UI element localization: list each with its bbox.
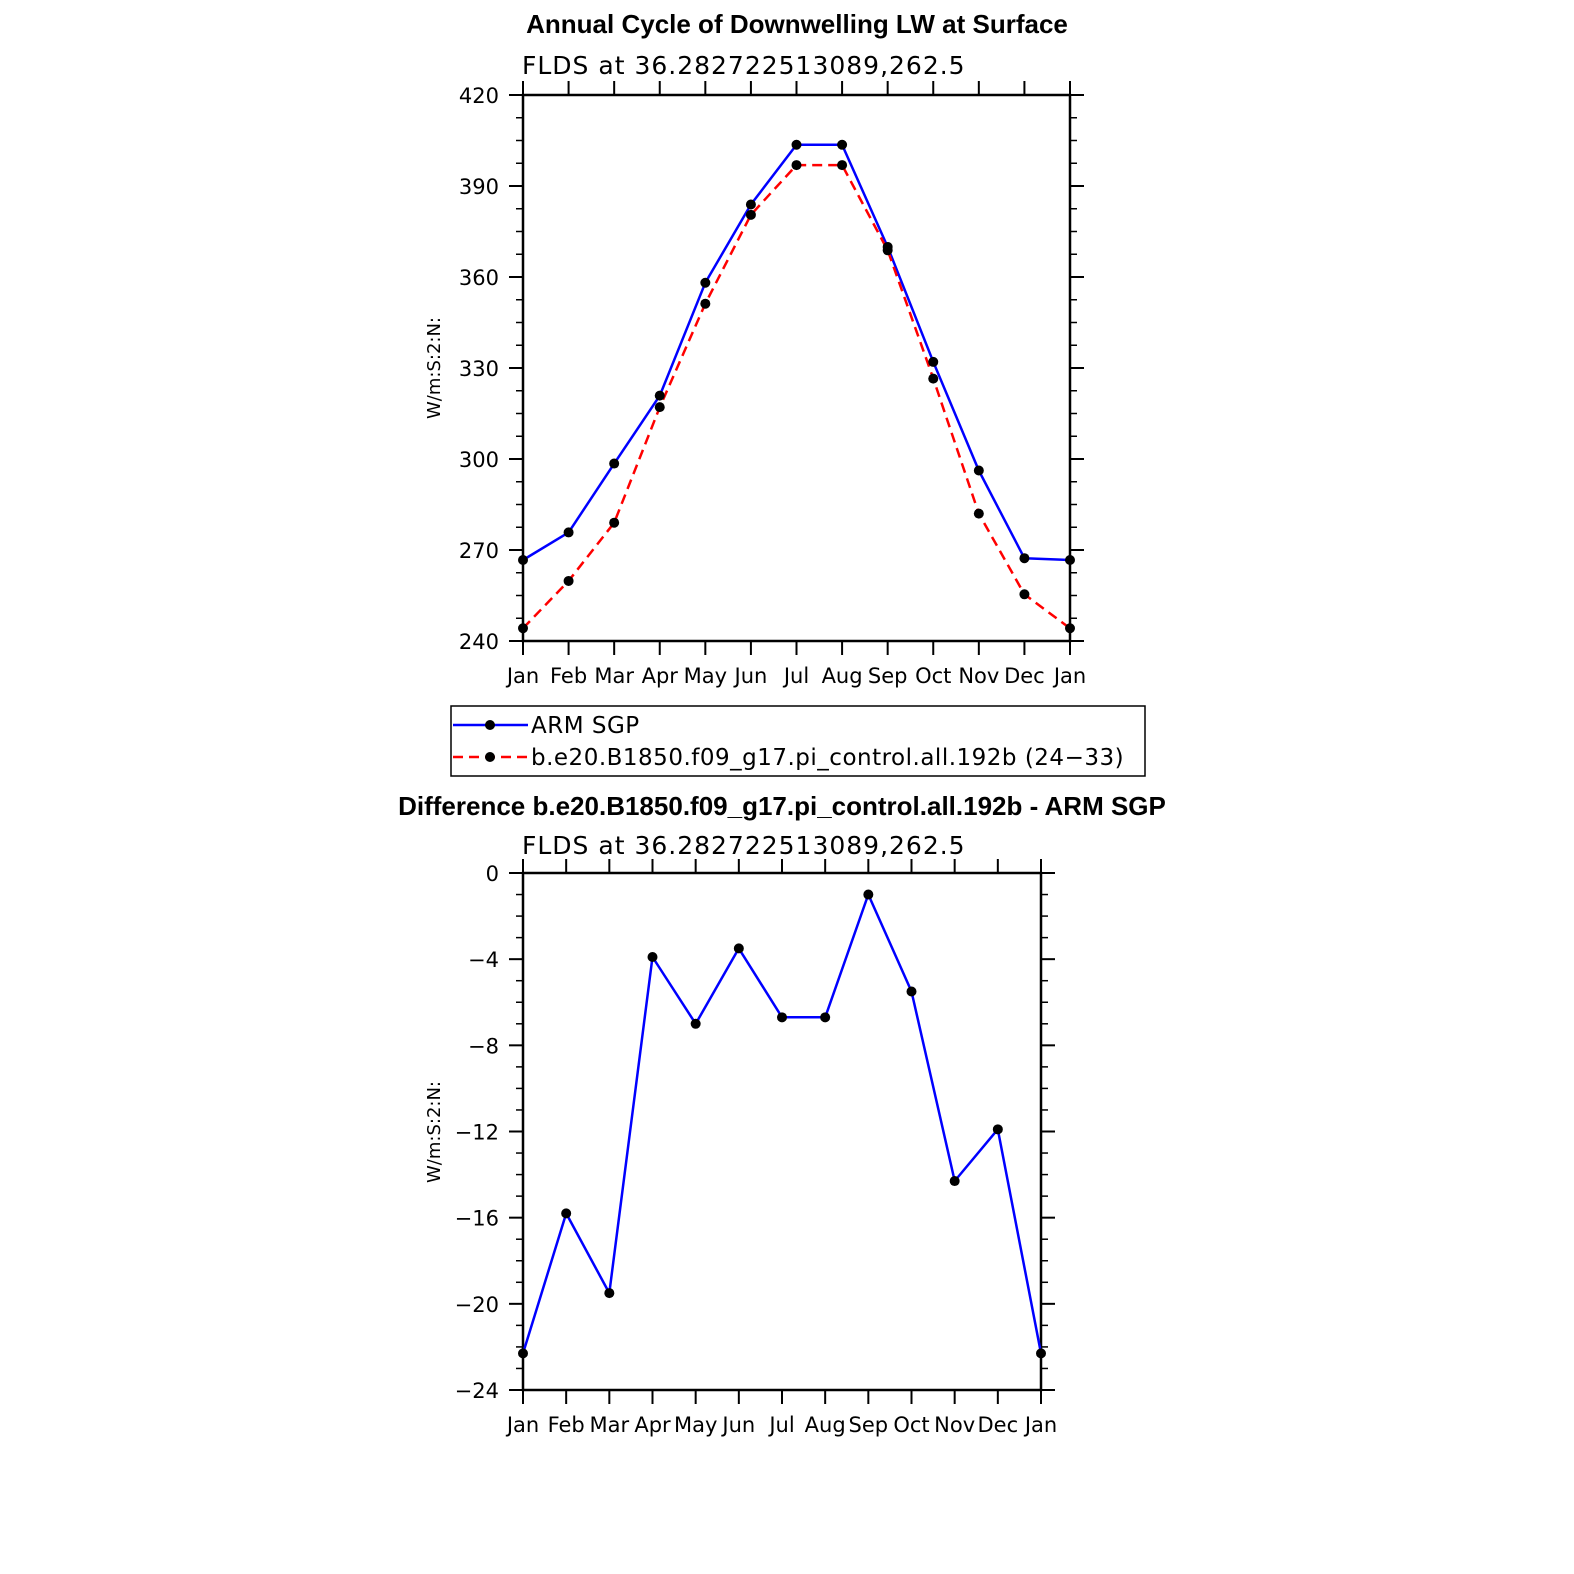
series-line-1 (521, 893, 1043, 1354)
series-2-point (1065, 623, 1075, 634)
panel1-subtitle: FLDS at 36.282722513089,262.5 (522, 51, 966, 80)
legend-arm-label: ARM SGP (531, 713, 640, 739)
series-2-point (654, 402, 665, 413)
x-tick-label: Jan (505, 1413, 539, 1437)
y-tick-label: 240 (459, 630, 499, 654)
series-1-point (609, 458, 620, 469)
series-2-point (928, 373, 939, 384)
series-2-point (563, 575, 574, 586)
x-tick-label: Jun (720, 1413, 755, 1437)
y-tick-label: 270 (459, 539, 499, 563)
series-1-point (837, 139, 848, 150)
panel1-title: Annual Cycle of Downwelling LW at Surfac… (526, 9, 1068, 39)
series-line-2 (522, 163, 1071, 630)
series-2-point (745, 209, 756, 220)
x-tick-label: Sep (849, 1413, 889, 1437)
x-tick-label: Oct (893, 1413, 929, 1437)
x-tick-label: Apr (634, 1413, 671, 1437)
y-tick-label: −4 (468, 948, 499, 972)
series-line-1 (522, 143, 1071, 562)
series-1-point (604, 1288, 615, 1299)
y-tick-label: 390 (459, 175, 499, 199)
x-tick-label: Jan (1052, 664, 1086, 688)
y-tick-label: −16 (455, 1207, 499, 1231)
series-2-point (791, 160, 802, 171)
annual-cycle-plot: Jan Feb Mar Apr May Jun Jul Aug Sep Oct Nov Dec Jan2… (459, 81, 1086, 688)
panel2-subtitle: FLDS at 36.282722513089,262.5 (522, 831, 966, 860)
x-tick-label: May (674, 1413, 717, 1437)
series-1-point (928, 356, 939, 367)
plot-frame (521, 871, 1043, 1392)
x-tick-label: Feb (550, 664, 587, 688)
x-tick-label: Oct (915, 664, 951, 688)
y-tick-label: 300 (459, 448, 499, 472)
x-tick-label: Apr (642, 664, 679, 688)
legend-model-label: b.e20.B1850.f09_g17.pi_control.all.192b … (531, 745, 1124, 771)
y-tick-label: 0 (486, 862, 499, 886)
y-tick-label: −24 (455, 1379, 499, 1403)
legend: ARM SGP b.e20.B1850.f09_g17.pi_control.a… (450, 705, 1146, 777)
y-tick-label: −12 (455, 1121, 499, 1145)
series-1-point (647, 952, 658, 963)
series-2-point (518, 623, 528, 634)
series-1-point (518, 555, 528, 566)
x-tick-label: Nov (958, 664, 999, 688)
x-tick-label: Mar (594, 664, 634, 688)
y-tick-label: 330 (459, 357, 499, 381)
series-2-point (973, 508, 984, 519)
x-tick-label: Mar (590, 1413, 630, 1437)
y-tick-label: 420 (459, 84, 499, 108)
series-1-point (745, 199, 756, 210)
series-1-point (518, 1348, 528, 1359)
series-1-point (777, 1012, 787, 1023)
series-1-point (906, 986, 917, 997)
series-1-point (791, 139, 802, 150)
x-tick-label: Aug (822, 664, 863, 688)
x-tick-label: Dec (978, 1413, 1019, 1437)
legend-arm-marker (485, 720, 495, 730)
series-1-point (973, 465, 984, 476)
series-1-point (820, 1012, 831, 1023)
legend-model-marker (485, 752, 495, 762)
series-2-point (837, 160, 848, 171)
series-1-point (992, 1124, 1003, 1135)
series-1-point (1036, 1348, 1046, 1359)
series-1-point (700, 277, 711, 288)
panel2-title: Difference b.e20.B1850.f09_g17.pi_contro… (398, 791, 1166, 821)
x-tick-label: Nov (934, 1413, 975, 1437)
series-1-point (949, 1176, 960, 1187)
x-tick-label: Jan (1023, 1413, 1057, 1437)
x-tick-label: Jan (505, 664, 539, 688)
series-1-point (654, 390, 665, 401)
panel2-ylabel: W/m:S:2:N: (424, 1081, 445, 1183)
series-2-point (700, 298, 711, 309)
x-tick-label: Jul (782, 664, 809, 688)
x-tick-label: May (684, 664, 727, 688)
x-tick-label: Aug (805, 1413, 846, 1437)
difference-plot: Jan Feb Mar Apr May Jun Jul Aug Sep Oct Nov Dec Jan−… (455, 859, 1057, 1437)
series-1-point (561, 1208, 572, 1219)
y-tick-label: −20 (455, 1293, 499, 1317)
y-tick-label: −8 (468, 1034, 499, 1058)
series-1-point (563, 527, 574, 538)
x-tick-label: Dec (1004, 664, 1045, 688)
series-1-point (863, 889, 874, 900)
series-1-point (690, 1018, 701, 1029)
series-1-point (1065, 555, 1075, 566)
x-tick-label: Jun (733, 664, 768, 688)
x-tick-label: Jul (767, 1413, 794, 1437)
x-tick-label: Sep (868, 664, 908, 688)
legend-box (450, 705, 1146, 777)
y-tick-label: 360 (459, 266, 499, 290)
panel1-ylabel: W/m:S:2:N: (424, 317, 445, 419)
x-tick-label: Feb (548, 1413, 585, 1437)
series-2-point (609, 517, 620, 528)
plot-frame (521, 93, 1072, 643)
series-1-point (1019, 553, 1030, 564)
series-2-point (882, 245, 893, 256)
series-1-point (733, 943, 744, 954)
series-2-point (1019, 589, 1030, 600)
